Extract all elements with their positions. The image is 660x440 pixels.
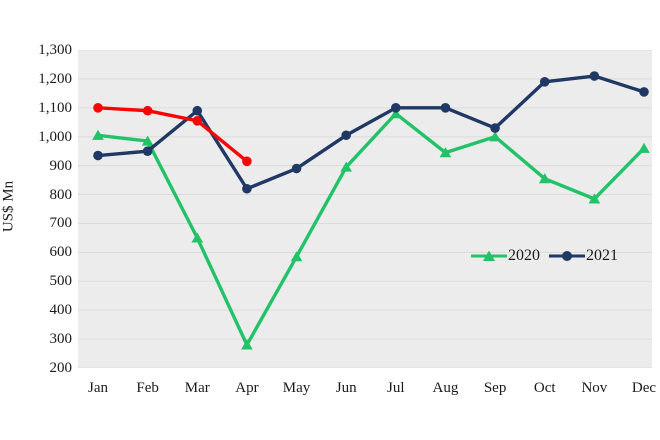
- y-tick-label: 1,200: [38, 70, 72, 87]
- x-tick-label: Jul: [387, 380, 405, 396]
- legend-item-2020: 2020: [471, 247, 540, 265]
- series-2021-marker: [291, 163, 302, 174]
- y-tick-label: 800: [49, 186, 73, 203]
- y-tick-label: 900: [49, 157, 73, 174]
- legend-item-2021: 2021: [549, 247, 618, 265]
- legend-sample-2020: [471, 250, 507, 261]
- x-tick-label: Jan: [88, 380, 108, 396]
- series-2020-marker: [191, 232, 204, 243]
- x-tick-label: Nov: [581, 380, 608, 396]
- plot-svg: [78, 49, 652, 369]
- series-2021-marker: [142, 146, 153, 156]
- series-2020-marker: [638, 142, 650, 153]
- legend-sample-2021: [549, 251, 585, 261]
- y-tick-label: 1,100: [38, 99, 72, 116]
- series-2021-marker: [93, 150, 103, 161]
- legend: 2020 2021: [471, 247, 618, 265]
- series-2020-marker: [290, 251, 303, 262]
- y-tick-label: 200: [49, 360, 73, 376]
- y-tick-label: 1,300: [38, 42, 72, 58]
- series-2020-marker: [390, 108, 402, 119]
- x-tick-label: May: [282, 380, 311, 396]
- series-2021-marker: [391, 103, 401, 113]
- x-tick-label: Oct: [533, 380, 556, 396]
- legend-label-2021: 2021: [586, 247, 618, 264]
- y-tick-label: 600: [49, 244, 73, 261]
- series-2021-marker: [341, 130, 351, 141]
- series-2020-marker: [241, 339, 253, 350]
- series-2021-marker: [440, 103, 451, 113]
- series-2021-marker: [639, 87, 649, 97]
- plot-area: 2020 2021: [78, 49, 652, 369]
- x-tick-label: Feb: [136, 380, 159, 396]
- series-unlabeled-red-series-marker: [242, 156, 252, 167]
- y-tick-label: 700: [49, 215, 73, 232]
- series-2020-marker: [92, 129, 104, 140]
- series-2020-marker: [588, 193, 601, 204]
- series-2021-marker: [192, 105, 203, 116]
- series-2020-marker: [538, 173, 551, 184]
- series-2021-marker: [539, 77, 550, 87]
- series-2020-marker: [489, 131, 501, 142]
- y-tick-label: 1,000: [38, 128, 72, 145]
- x-tick-label: Jun: [335, 380, 357, 396]
- series-unlabeled-red-series-marker: [93, 103, 103, 113]
- series-2021-line: [96, 74, 646, 191]
- legend-label-2020: 2020: [508, 247, 540, 264]
- x-tick-label: Sep: [483, 380, 507, 396]
- series-2021-marker: [490, 123, 500, 133]
- y-tick-label: 500: [49, 273, 73, 290]
- series-2020-marker: [340, 161, 352, 172]
- y-tick-label: 300: [49, 331, 73, 348]
- series-unlabeled-red-series-marker: [142, 105, 153, 116]
- series-2020-line: [96, 111, 646, 347]
- series-2021-marker: [589, 71, 600, 81]
- series-unlabeled-red-series-line: [96, 106, 249, 164]
- x-tick-label: Dec: [631, 380, 657, 396]
- x-tick-label: Aug: [432, 380, 459, 396]
- series-unlabeled-red-series-marker: [192, 116, 203, 126]
- series-2021-marker: [242, 183, 252, 194]
- series-2020-marker: [141, 135, 154, 146]
- x-tick-label: Mar: [184, 380, 210, 396]
- series-2020-marker: [439, 147, 452, 158]
- y-tick-label: 400: [49, 302, 73, 319]
- x-tick-label: Apr: [235, 380, 259, 396]
